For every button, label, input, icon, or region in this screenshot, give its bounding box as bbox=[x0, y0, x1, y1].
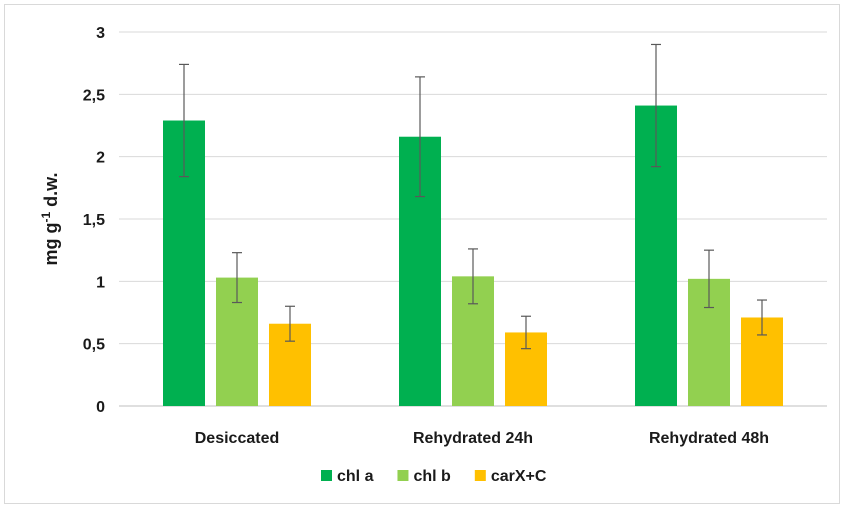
legend-item: chl b bbox=[397, 468, 451, 485]
y-tick-label: 2 bbox=[96, 150, 105, 167]
x-category-label: Desiccated bbox=[195, 430, 280, 447]
chart-area: 0 0,5 1 1,5 2 2,5 3 Desiccated Rehydrated 24h Reh… bbox=[4, 4, 840, 504]
y-tick-label: 2,5 bbox=[83, 87, 105, 104]
legend-swatch bbox=[397, 470, 409, 481]
x-category-label: Rehydrated 24h bbox=[413, 430, 533, 447]
y-tick-label: 0,5 bbox=[83, 337, 105, 354]
y-tick-label: 3 bbox=[96, 25, 105, 42]
error-bar bbox=[179, 63, 189, 178]
error-bar bbox=[704, 249, 714, 309]
legend-label: chl a bbox=[337, 468, 374, 485]
legend-label: chl b bbox=[413, 468, 451, 485]
legend-swatch bbox=[321, 470, 332, 481]
legend-swatch bbox=[474, 470, 486, 481]
y-tick-label: 0 bbox=[96, 399, 105, 416]
y-tick-label: 1 bbox=[96, 274, 105, 291]
y-axis-label: mg g-1 d.w. bbox=[39, 172, 61, 265]
error-bar bbox=[757, 299, 767, 336]
bar-chart: 0 0,5 1 1,5 2 2,5 3 Desiccated Rehydrated 24h Reh… bbox=[39, 25, 827, 485]
error-bar bbox=[468, 248, 478, 305]
axes: 0 0,5 1 1,5 2 2,5 3 Desiccated Rehydrated 24h Reh… bbox=[83, 25, 769, 447]
error-bar bbox=[521, 315, 531, 350]
error-bars bbox=[179, 43, 767, 350]
y-label-base: mg g bbox=[41, 223, 61, 266]
legend-item: carX+C bbox=[474, 468, 547, 485]
y-tick-label: 1,5 bbox=[83, 212, 105, 229]
legend-item: chl a bbox=[321, 468, 374, 485]
x-category-label: Rehydrated 48h bbox=[649, 430, 769, 447]
y-label-superscript: -1 bbox=[39, 212, 53, 223]
error-bar bbox=[232, 252, 242, 304]
legend: chl a chl b carX+C bbox=[321, 468, 547, 485]
y-label-tail: d.w. bbox=[41, 172, 61, 211]
error-bar bbox=[415, 76, 425, 198]
error-bar bbox=[651, 43, 661, 168]
legend-label: carX+C bbox=[491, 468, 547, 485]
error-bar bbox=[285, 305, 295, 342]
